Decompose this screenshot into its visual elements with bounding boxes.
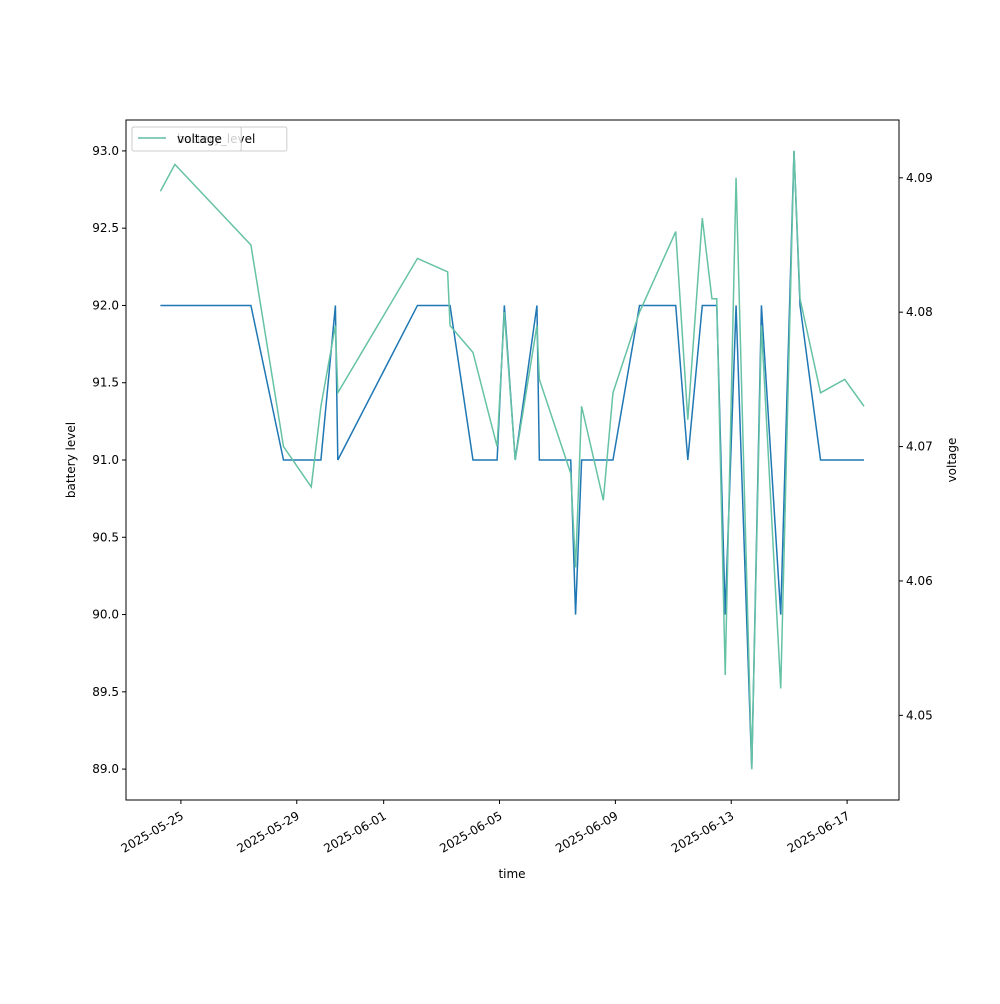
y-tick-label: 92.5: [92, 221, 119, 235]
x-tick-label: 2025-06-05: [437, 809, 504, 856]
y2-axis-label: voltage: [945, 438, 959, 483]
y2-tick-label: 4.06: [906, 574, 933, 588]
y-tick-label: 91.5: [92, 376, 119, 390]
legend-box: [131, 126, 242, 152]
x-tick-label: 2025-06-09: [553, 809, 620, 856]
plot-frame: [125, 119, 900, 801]
series-line: [159, 150, 865, 770]
y-tick-label: 90.0: [92, 608, 119, 622]
y2-tick-label: 4.09: [906, 171, 933, 185]
y-tick-label: 89.5: [92, 685, 119, 699]
y2-tick-label: 4.05: [906, 708, 933, 722]
x-tick-label: 2025-06-01: [321, 809, 388, 856]
x-tick-label: 2025-05-25: [119, 809, 186, 856]
y-tick-label: 92.0: [92, 298, 119, 312]
y2-tick-label: 4.07: [906, 440, 933, 454]
x-tick-label: 2025-05-29: [234, 809, 301, 856]
x-tick-label: 2025-06-13: [669, 809, 736, 856]
y-tick-label: 89.0: [92, 762, 119, 776]
x-tick-label: 2025-06-17: [785, 809, 852, 856]
legend-label: voltage: [177, 132, 222, 146]
y-tick-label: 93.0: [92, 144, 119, 158]
y2-tick-label: 4.08: [906, 305, 933, 319]
y-axis-label: battery level: [64, 422, 78, 498]
y-tick-label: 90.5: [92, 530, 119, 544]
y-tick-label: 91.0: [92, 453, 119, 467]
x-axis-label: time: [498, 867, 525, 881]
legend: voltage: [131, 126, 242, 152]
